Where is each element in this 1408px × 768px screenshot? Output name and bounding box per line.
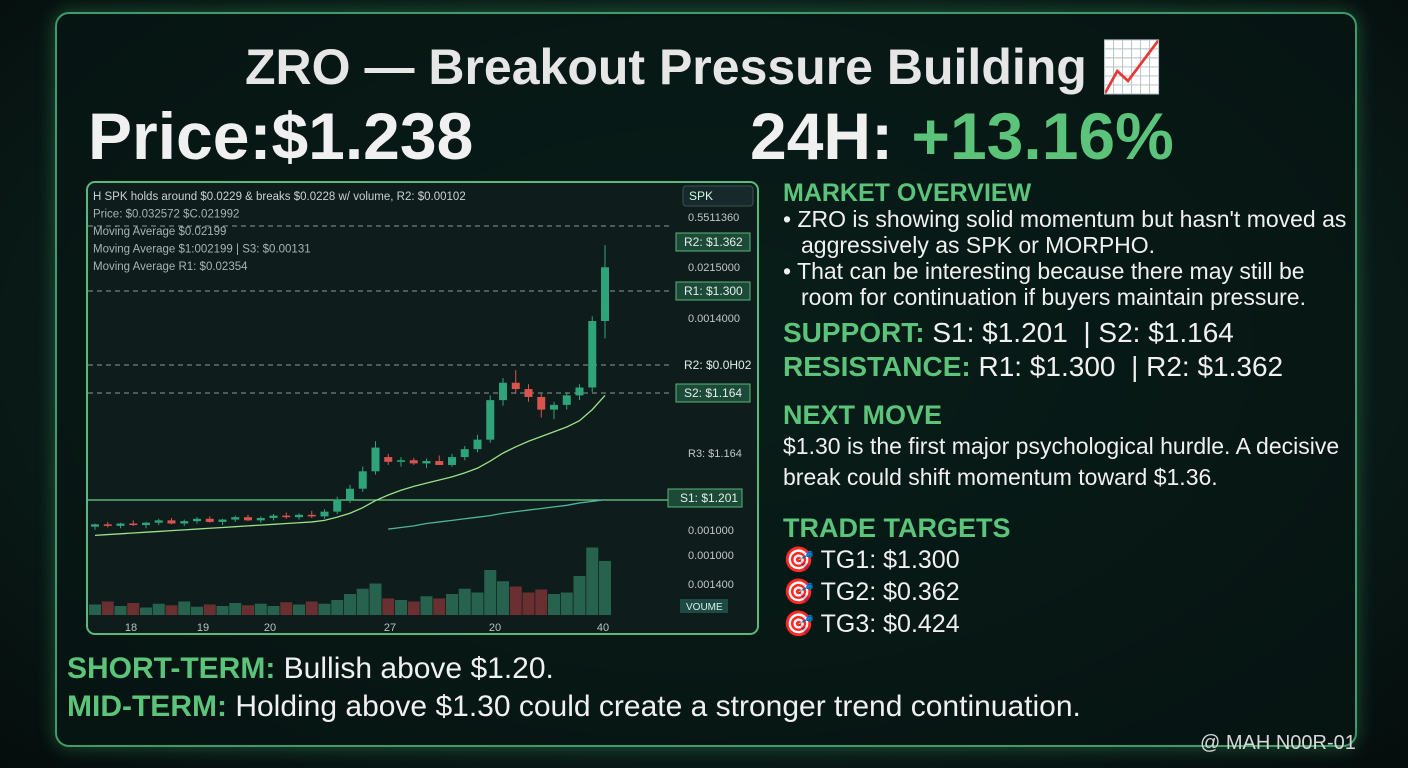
price-label: Price:: [88, 99, 272, 173]
support-label: SUPPORT:: [783, 317, 925, 348]
short-term: SHORT-TERM: Bullish above $1.20.: [67, 652, 554, 686]
title: ZRO — Breakout Pressure Building 📈: [245, 39, 1163, 95]
price-value: $1.238: [271, 99, 474, 173]
targets: TRADE TARGETS 🎯 TG1: $1.300 🎯 TG2: $0.36…: [783, 512, 1358, 640]
short-text: Bullish above $1.20.: [283, 652, 554, 685]
overview: MARKET OVERVIEW • ZRO is showing solid m…: [783, 180, 1358, 310]
resistance-1: R1: $1.300: [978, 351, 1116, 382]
mid-term: MID-TERM: Holding above $1.30 could crea…: [67, 690, 1081, 724]
price-line: Price:$1.238: [88, 98, 473, 174]
support-1: S1: $1.201: [932, 317, 1068, 348]
short-label: SHORT-TERM:: [67, 652, 276, 685]
bullet-text: That can be interesting because there ma…: [797, 258, 1306, 310]
bullet-text: ZRO is showing solid momentum but hasn't…: [797, 206, 1347, 258]
support-2: | S2: $1.164: [1083, 317, 1234, 348]
resistance-label: RESISTANCE:: [783, 351, 971, 382]
target: 🎯 TG1: $1.300: [783, 546, 960, 574]
levels: SUPPORT: S1: $1.201 | S2: $1.164 RESISTA…: [783, 316, 1358, 384]
next-move-text: $1.30 is the first major psychological h…: [783, 433, 1340, 490]
bullet: • That can be interesting because there …: [783, 258, 1306, 310]
change-label: 24H:: [750, 99, 894, 173]
change-value: +13.16%: [911, 99, 1174, 173]
overview-title: MARKET OVERVIEW: [783, 179, 1032, 207]
change-line: 24H: +13.16%: [750, 98, 1174, 174]
target: 🎯 TG3: $0.424: [783, 610, 960, 638]
target: 🎯 TG2: $0.362: [783, 578, 960, 606]
targets-title: TRADE TARGETS: [783, 513, 1011, 543]
bullet: • ZRO is showing solid momentum but hasn…: [783, 206, 1347, 258]
mid-text: Holding above $1.30 could create a stron…: [235, 690, 1081, 723]
next-move: NEXT MOVE $1.30 is the first major psych…: [783, 400, 1353, 493]
resistance-2: | R2: $1.362: [1131, 351, 1284, 382]
watermark: @ MAH N00R-01: [1200, 732, 1356, 754]
mid-label: MID-TERM:: [67, 690, 227, 723]
next-move-title: NEXT MOVE: [783, 400, 943, 430]
